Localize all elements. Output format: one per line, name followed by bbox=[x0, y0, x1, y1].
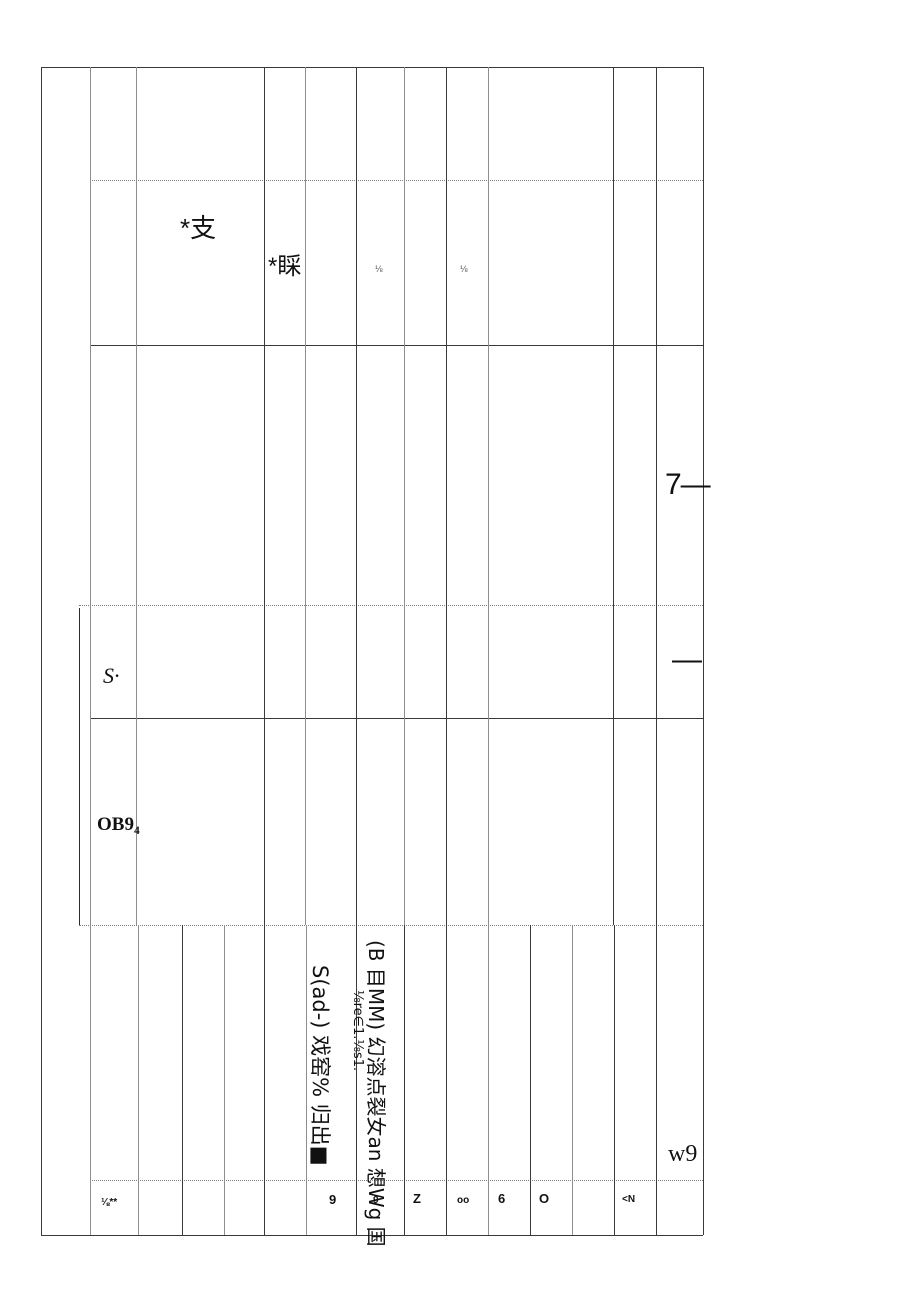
table-bottom-border bbox=[41, 1235, 703, 1236]
col-edge-l8 bbox=[446, 925, 447, 1235]
col-edge-l5 bbox=[306, 925, 307, 1235]
cell-rot-sad: S(ad-) 戏窑% 归出■ bbox=[308, 965, 332, 1166]
col-edge-l6 bbox=[356, 925, 357, 1235]
row-divider-2 bbox=[90, 345, 703, 346]
table-left-border bbox=[41, 67, 42, 1235]
cell-r7-c5: 6 bbox=[498, 1191, 506, 1206]
margin-rule-line bbox=[79, 608, 80, 925]
table-top-border bbox=[41, 67, 703, 68]
col-edge-l3 bbox=[224, 925, 225, 1235]
cell-r7-c6: O bbox=[539, 1191, 550, 1206]
row-divider-4 bbox=[90, 718, 703, 719]
cell-cai: *睬 bbox=[268, 253, 302, 280]
cell-seven-dash: 7— bbox=[665, 468, 711, 501]
cell-w9: w9 bbox=[668, 1141, 698, 1167]
col-edge-l9 bbox=[488, 925, 489, 1235]
col-edge-l10 bbox=[530, 925, 531, 1235]
document-table bbox=[41, 67, 704, 1236]
cell-ob94: OB9₄ bbox=[97, 814, 140, 835]
row-divider-6 bbox=[90, 1180, 703, 1181]
cell-r7-c1: 9 bbox=[329, 1192, 337, 1207]
cell-frac-1: ⅛ bbox=[375, 264, 383, 274]
col-edge-f bbox=[404, 67, 405, 925]
col-edge-d bbox=[305, 67, 306, 925]
col-edge-l2 bbox=[182, 925, 183, 1235]
col-edge-right-inner bbox=[656, 67, 657, 1235]
col-edge-l4 bbox=[264, 925, 265, 1235]
col-edge-a bbox=[90, 67, 91, 1235]
col-edge-l1 bbox=[138, 925, 139, 1235]
table-right-border bbox=[703, 67, 704, 1235]
col-edge-c bbox=[264, 67, 265, 925]
col-edge-i bbox=[613, 67, 614, 925]
cell-zhi: *支 bbox=[180, 213, 217, 243]
col-edge-e bbox=[356, 67, 357, 925]
col-edge-l11 bbox=[572, 925, 573, 1235]
col-edge-b bbox=[136, 67, 137, 925]
col-edge-h bbox=[488, 67, 489, 925]
cell-r7-c7: <N bbox=[622, 1194, 636, 1205]
cell-r7-frac: ⅛** bbox=[101, 1197, 118, 1208]
col-edge-l7 bbox=[404, 925, 405, 1235]
cell-r7-c2: 9 bbox=[373, 1195, 379, 1206]
cell-s-star: S· bbox=[103, 663, 120, 688]
cell-frac-2: ⅛ bbox=[460, 264, 468, 274]
col-edge-g bbox=[446, 67, 447, 925]
row-divider-1 bbox=[90, 180, 703, 181]
col-edge-l12 bbox=[614, 925, 615, 1235]
cell-rot-inner: ⅛re∈1.⅛s1. bbox=[350, 990, 365, 1072]
cell-r7-c3: Z bbox=[413, 1191, 421, 1206]
cell-dash: — bbox=[672, 643, 702, 676]
row-divider-5 bbox=[79, 925, 703, 926]
row-divider-3 bbox=[79, 605, 703, 606]
cell-r7-c4: oo bbox=[457, 1195, 470, 1206]
